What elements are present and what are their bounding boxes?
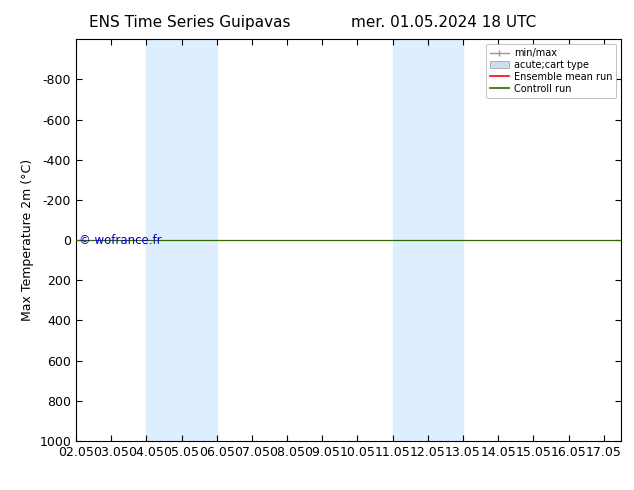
Bar xyxy=(392,39,463,441)
Legend: min/max, acute;cart type, Ensemble mean run, Controll run: min/max, acute;cart type, Ensemble mean … xyxy=(486,44,616,98)
Text: mer. 01.05.2024 18 UTC: mer. 01.05.2024 18 UTC xyxy=(351,15,536,30)
Y-axis label: Max Temperature 2m (°C): Max Temperature 2m (°C) xyxy=(21,159,34,321)
Bar xyxy=(146,39,217,441)
Text: ENS Time Series Guipavas: ENS Time Series Guipavas xyxy=(89,15,291,30)
Text: © wofrance.fr: © wofrance.fr xyxy=(79,234,162,247)
